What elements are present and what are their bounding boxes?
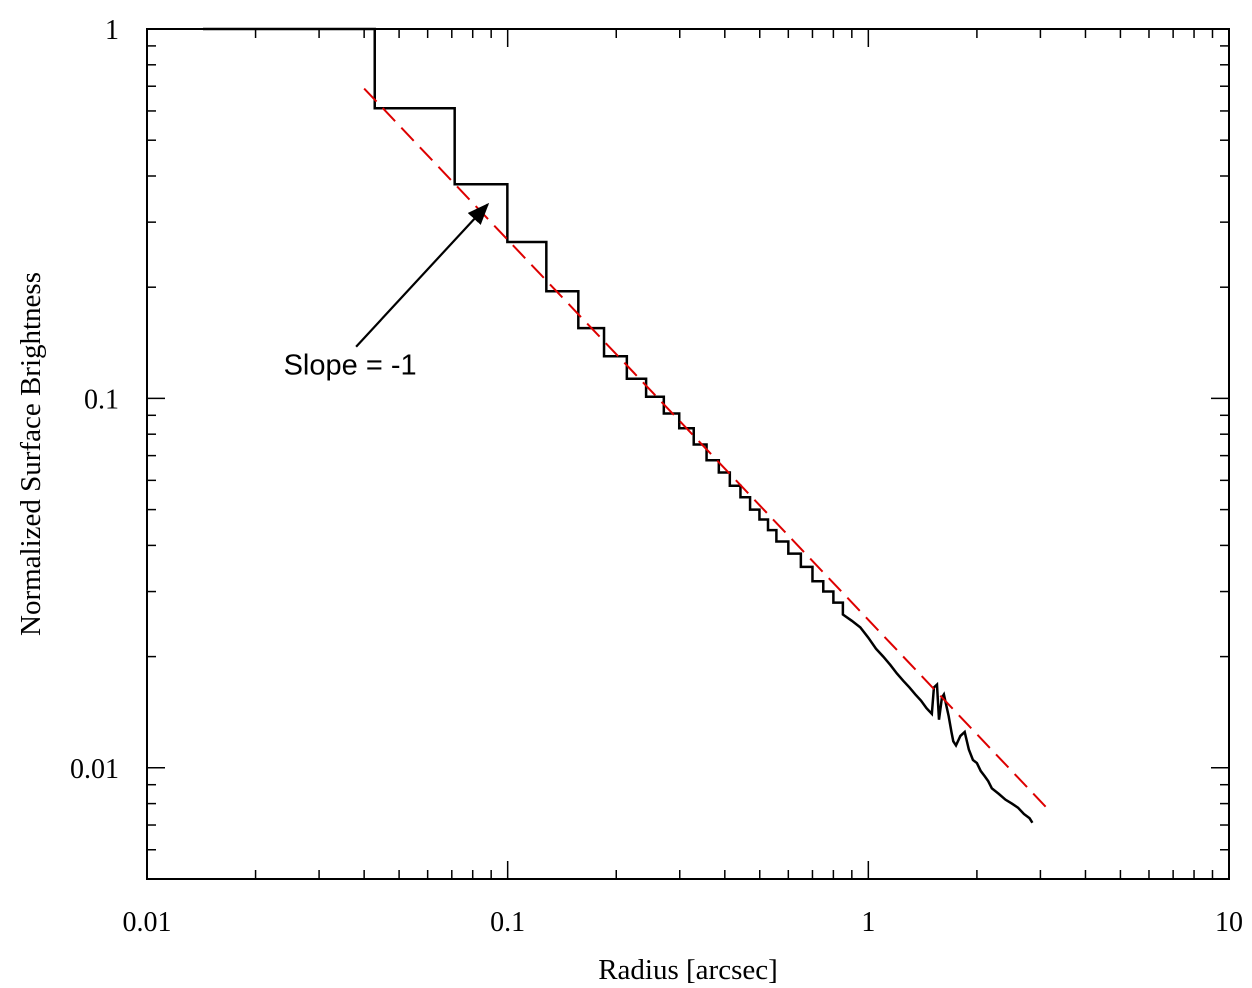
y-tick-label: 0.1 xyxy=(84,384,119,415)
y-tick-label: 0.01 xyxy=(70,754,119,785)
axis-ticks: 0.01 0.1 1 10 0.01 0.1 1 xyxy=(70,15,1243,938)
data-series xyxy=(203,27,1052,824)
y-tick-label: 1 xyxy=(105,15,119,46)
annotations: Slope = -1 xyxy=(284,202,490,382)
x-tick-label: 1 xyxy=(861,907,875,938)
annotation-label: Slope = -1 xyxy=(284,350,417,382)
slope-reference-line xyxy=(363,87,1052,813)
x-tick-label: 10 xyxy=(1215,907,1243,938)
annotation-arrow xyxy=(355,202,490,348)
brightness-profile-line xyxy=(203,27,1034,824)
x-tick-label: 0.01 xyxy=(123,907,172,938)
x-axis-title: Radius [arcsec] xyxy=(598,954,778,986)
x-tick-label: 0.1 xyxy=(490,907,525,938)
plot-frame xyxy=(146,28,1230,880)
y-axis-title: Normalized Surface Brightness xyxy=(15,272,47,636)
